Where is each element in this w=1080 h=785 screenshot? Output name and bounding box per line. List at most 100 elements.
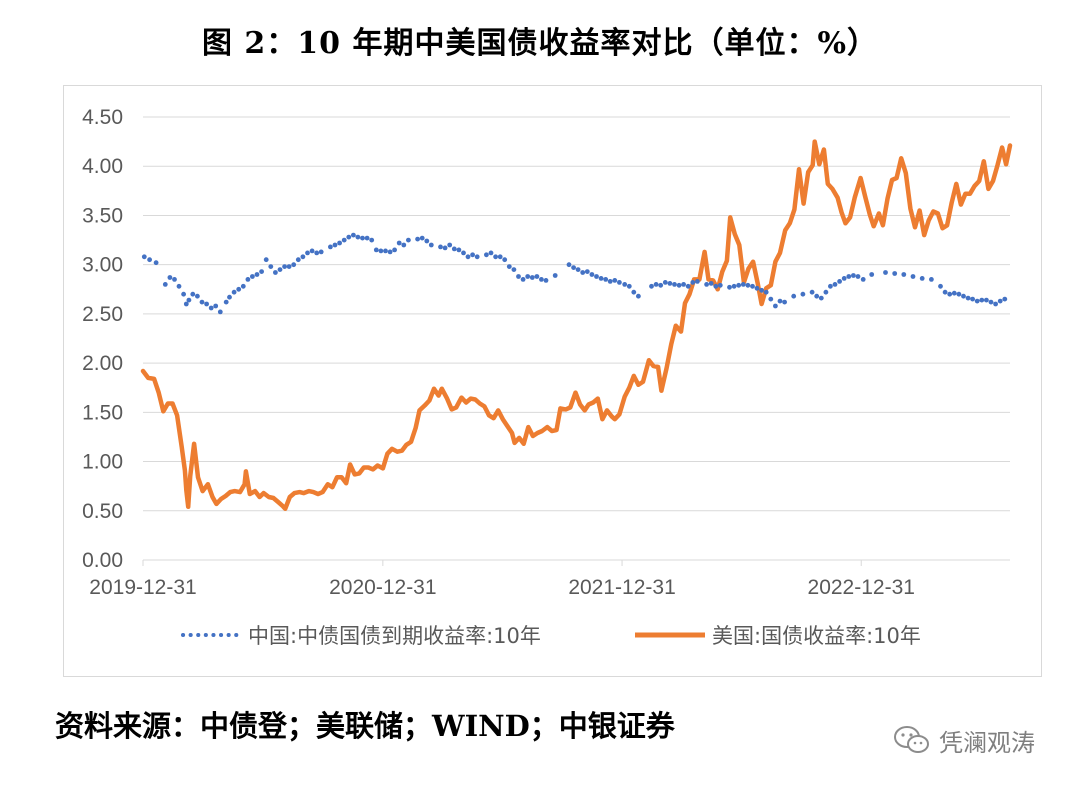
china-yield-point xyxy=(695,279,700,284)
china-yield-point xyxy=(190,291,196,297)
y-tick-label: 1.00 xyxy=(82,451,123,474)
china-yield-point xyxy=(658,282,664,288)
china-yield-point xyxy=(373,247,379,253)
china-yield-point xyxy=(617,280,622,285)
china-yield-point xyxy=(318,249,324,255)
china-yield-point xyxy=(484,252,489,258)
china-yield-point xyxy=(736,282,742,288)
china-yield-point xyxy=(636,293,641,299)
x-tick-label: 2019-12-31 xyxy=(89,576,196,599)
y-tick-label: 2.50 xyxy=(82,303,123,326)
china-yield-point xyxy=(456,247,462,253)
china-yield-point xyxy=(511,267,517,272)
china-yield-point xyxy=(442,245,448,251)
china-yield-point xyxy=(727,284,732,290)
china-yield-point xyxy=(603,277,609,282)
x-tick-label: 2021-12-31 xyxy=(568,576,675,599)
china-yield-point xyxy=(777,298,783,304)
china-yield-point xyxy=(1002,296,1008,302)
china-yield-point xyxy=(529,275,535,280)
y-tick-label: 4.50 xyxy=(82,106,123,129)
china-yield-point xyxy=(580,270,586,275)
china-yield-point xyxy=(575,267,581,272)
china-yield-point xyxy=(974,298,980,304)
us-yield-series xyxy=(140,139,1013,512)
china-yield-point xyxy=(846,274,852,279)
china-yield-point xyxy=(754,285,760,291)
china-yield-point xyxy=(263,257,269,263)
china-yield-point xyxy=(883,270,888,275)
china-yield-point xyxy=(681,282,686,287)
china-yield-point xyxy=(832,282,838,287)
china-yield-point xyxy=(369,237,375,243)
china-yield-point xyxy=(713,283,719,289)
china-yield-point xyxy=(938,283,943,289)
china-yield-point xyxy=(250,274,255,279)
china-yield-point xyxy=(956,291,962,297)
china-yield-point xyxy=(186,297,192,303)
china-yield-point xyxy=(277,267,283,272)
china-yield-point xyxy=(626,283,632,289)
china-yield-point xyxy=(245,277,251,282)
china-yield-point xyxy=(612,278,618,283)
china-yield-point xyxy=(676,282,682,288)
china-yield-point xyxy=(740,282,746,287)
china-yield-point xyxy=(961,293,966,299)
china-yield-point xyxy=(607,279,613,284)
china-yield-point xyxy=(438,244,443,250)
china-yield-point xyxy=(162,282,168,287)
china-yield-point xyxy=(286,264,292,269)
china-yield-point xyxy=(672,282,677,287)
china-yield-point xyxy=(451,246,457,252)
china-yield-point xyxy=(497,254,503,260)
china-yield-point xyxy=(291,262,297,268)
china-yield-point xyxy=(172,277,177,282)
china-yield-point xyxy=(965,295,971,301)
china-yield-point xyxy=(309,248,315,254)
china-yield-point xyxy=(520,277,526,282)
china-yield-point xyxy=(360,235,365,241)
china-yield-point xyxy=(653,282,659,287)
china-yield-point xyxy=(782,299,787,305)
x-axis-ticks: 2019-12-31 2020-12-31 2021-12-31 2022-12-31 xyxy=(89,560,915,599)
china-yield-point xyxy=(947,291,953,297)
china-yield-point xyxy=(332,242,338,248)
china-yield-point xyxy=(919,276,925,281)
china-yield-point xyxy=(351,232,356,238)
china-yield-point xyxy=(552,273,558,278)
china-yield-point xyxy=(240,283,246,289)
chart-area xyxy=(63,85,1042,677)
china-yield-point xyxy=(268,264,274,269)
china-yield-point xyxy=(183,301,189,307)
china-yield-point xyxy=(566,262,572,268)
china-yield-point xyxy=(259,269,264,274)
china-yield-point xyxy=(731,283,737,289)
china-yield-point xyxy=(282,264,287,269)
china-yield-point xyxy=(488,250,494,256)
china-yield-point xyxy=(997,298,1003,304)
china-yield-point xyxy=(851,273,856,278)
china-yield-point xyxy=(979,297,985,303)
china-yield-point xyxy=(328,244,333,250)
china-yield-point xyxy=(419,235,425,241)
china-yield-point xyxy=(295,257,301,263)
y-tick-label: 0.00 xyxy=(82,549,123,572)
china-yield-point xyxy=(525,274,531,279)
china-yield-point xyxy=(392,247,397,253)
y-tick-label: 1.50 xyxy=(82,401,123,424)
china-yield-point xyxy=(892,271,898,276)
china-yield-point xyxy=(516,274,521,279)
china-yield-point xyxy=(506,264,512,269)
china-yield-point xyxy=(901,272,907,277)
china-yield-point xyxy=(988,299,994,305)
legend-label-us: 美国:国债收益率:10年 xyxy=(712,624,921,648)
china-yield-point xyxy=(690,280,696,285)
china-yield-point xyxy=(337,240,342,246)
china-yield-point xyxy=(147,257,153,263)
china-yield-point xyxy=(768,296,774,302)
legend-item-us: 美国:国债收益率:10年 xyxy=(635,624,921,648)
china-yield-point xyxy=(800,291,806,297)
china-yield-point xyxy=(598,276,604,281)
china-yield-point xyxy=(970,296,975,302)
